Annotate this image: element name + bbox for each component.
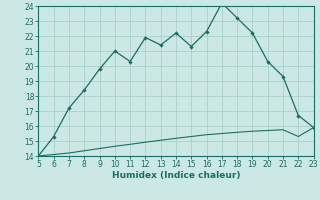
X-axis label: Humidex (Indice chaleur): Humidex (Indice chaleur) [112,171,240,180]
